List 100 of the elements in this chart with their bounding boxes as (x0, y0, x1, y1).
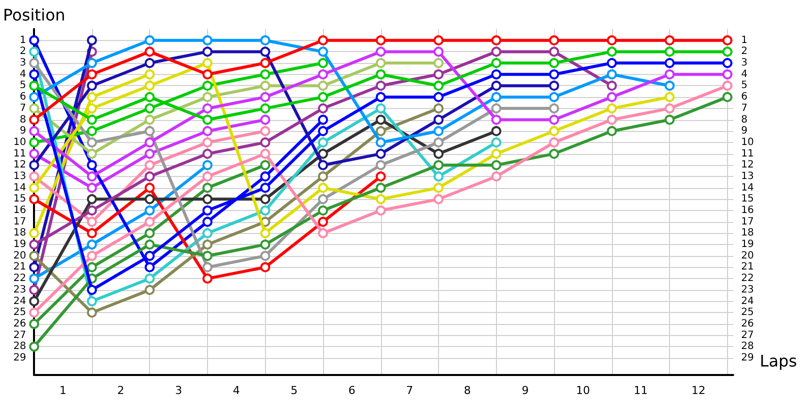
point (376, 137, 386, 148)
point (202, 92, 212, 102)
point (318, 148, 328, 159)
point (202, 58, 212, 68)
y-tick-label: 9 (20, 126, 26, 137)
point (29, 126, 40, 136)
point (144, 216, 155, 227)
point (29, 318, 40, 329)
point (86, 250, 97, 261)
point (549, 58, 560, 68)
point (722, 92, 732, 102)
point (318, 182, 328, 193)
y2-tick-label: 20 (741, 250, 754, 262)
point (144, 171, 155, 182)
x-tick-label: 11 (634, 384, 648, 397)
point (202, 46, 212, 57)
point (722, 35, 732, 46)
y2-tick-label: 28 (741, 341, 754, 352)
point (144, 206, 155, 216)
point (606, 126, 617, 136)
point (549, 148, 560, 159)
point (144, 46, 155, 57)
point (260, 206, 270, 216)
y2-tick-label: 8 (741, 114, 748, 126)
point (86, 126, 97, 136)
point (202, 69, 212, 80)
point (491, 80, 502, 91)
y-tick-label: 27 (13, 330, 26, 341)
point (260, 103, 270, 114)
point (606, 46, 617, 57)
point (376, 171, 386, 182)
point (434, 126, 444, 136)
y2-tick-label: 18 (741, 228, 754, 239)
y2-tick-label: 25 (741, 307, 754, 318)
y-tick-label: 10 (13, 136, 26, 148)
y-tick-label: 24 (13, 296, 26, 307)
point (86, 216, 97, 227)
y-tick-label: 5 (20, 80, 26, 92)
y-tick-label: 15 (13, 194, 26, 205)
point (144, 137, 155, 148)
x-tick-label: 3 (175, 384, 182, 397)
y-tick-label: 20 (13, 250, 26, 262)
point (376, 206, 386, 216)
point (549, 46, 560, 57)
point (491, 148, 502, 159)
point (376, 46, 386, 57)
point (318, 35, 328, 46)
point (144, 274, 155, 284)
point (376, 58, 386, 68)
x-tick-label: 6 (348, 384, 356, 397)
point (664, 92, 675, 102)
point (549, 126, 560, 136)
point (376, 148, 386, 159)
y2-tick-label: 17 (741, 216, 754, 228)
point (664, 80, 675, 91)
point (144, 228, 155, 238)
point (318, 46, 328, 57)
point (318, 160, 328, 170)
y2-tick-label: 7 (741, 102, 748, 114)
point (144, 284, 155, 295)
point (202, 194, 212, 204)
point (260, 171, 270, 182)
y2-tick-label: 27 (741, 330, 754, 341)
point (491, 35, 502, 46)
point (86, 69, 97, 80)
point (29, 171, 40, 182)
y2-tick-label: 12 (741, 160, 754, 171)
point (29, 308, 40, 318)
point (260, 250, 270, 261)
point (722, 58, 732, 68)
y-tick-label: 2 (20, 46, 26, 58)
point (376, 182, 386, 193)
y2-tick-label: 13 (741, 170, 754, 182)
point (260, 92, 270, 102)
x-tick-label: 2 (117, 384, 124, 397)
point (722, 69, 732, 80)
point (664, 69, 675, 80)
point (664, 35, 675, 46)
point (549, 69, 560, 80)
y2-tick-label: 4 (741, 68, 748, 80)
y2-tick-label: 9 (741, 126, 748, 137)
point (29, 160, 40, 170)
point (29, 262, 40, 272)
point (29, 103, 40, 114)
point (202, 182, 212, 193)
point (260, 194, 270, 204)
point (29, 46, 40, 57)
y2-tick-label: 24 (741, 296, 754, 307)
point (29, 92, 40, 102)
point (86, 148, 97, 159)
point (144, 103, 155, 114)
point (434, 182, 444, 193)
y2-tick-label: 22 (741, 273, 754, 284)
y-tick-label: 1 (20, 34, 26, 46)
point (202, 216, 212, 227)
point (260, 35, 270, 46)
point (202, 262, 212, 272)
point (29, 296, 40, 306)
point (491, 46, 502, 57)
point (491, 160, 502, 170)
